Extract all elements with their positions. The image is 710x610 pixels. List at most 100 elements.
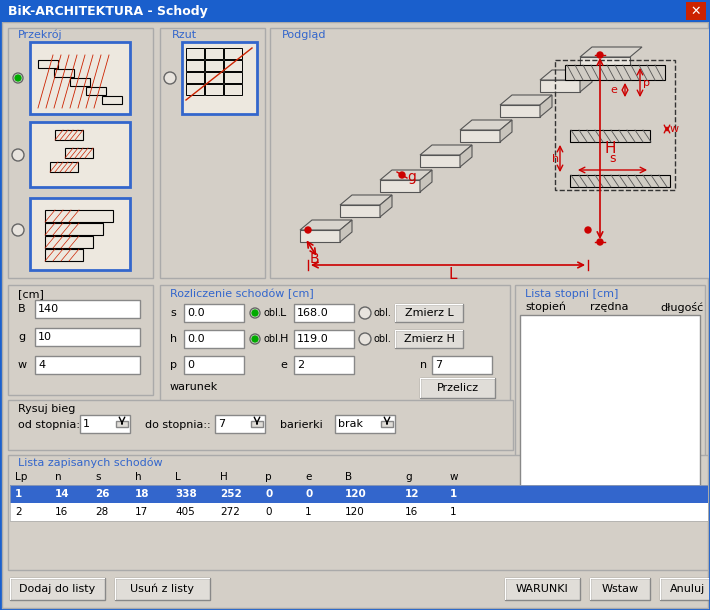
- Text: 1: 1: [450, 489, 457, 499]
- Text: 17: 17: [135, 507, 148, 517]
- Text: 10: 10: [38, 332, 52, 342]
- Text: w: w: [670, 124, 679, 134]
- Text: Rysuj bieg: Rysuj bieg: [18, 404, 75, 414]
- Circle shape: [12, 149, 24, 161]
- Text: Anuluj: Anuluj: [670, 584, 705, 594]
- Bar: [115, 578, 210, 579]
- Text: 7: 7: [218, 419, 225, 429]
- Bar: [395, 304, 463, 305]
- Bar: [205, 60, 223, 71]
- Bar: [420, 378, 495, 398]
- Polygon shape: [380, 170, 432, 180]
- Bar: [395, 304, 463, 322]
- Text: Przelicz: Przelicz: [437, 383, 479, 393]
- Bar: [215, 415, 265, 433]
- Text: 140: 140: [38, 304, 59, 314]
- Text: 1: 1: [450, 507, 457, 517]
- Bar: [45, 249, 83, 261]
- Circle shape: [359, 307, 371, 319]
- Bar: [590, 578, 591, 600]
- Text: 28: 28: [95, 507, 108, 517]
- Bar: [381, 421, 393, 427]
- Text: obl.: obl.: [263, 334, 281, 344]
- Text: brak: brak: [338, 419, 363, 429]
- Bar: [186, 48, 204, 59]
- Bar: [8, 28, 153, 278]
- Text: 0.0: 0.0: [187, 308, 204, 318]
- Polygon shape: [420, 170, 432, 192]
- Bar: [570, 175, 670, 187]
- Polygon shape: [380, 195, 392, 217]
- Text: 338: 338: [175, 489, 197, 499]
- Bar: [224, 72, 242, 83]
- Circle shape: [15, 75, 21, 81]
- Bar: [505, 578, 506, 600]
- Text: Wstaw: Wstaw: [601, 584, 638, 594]
- Bar: [590, 578, 650, 600]
- Bar: [395, 330, 396, 348]
- Circle shape: [250, 334, 260, 344]
- Bar: [8, 400, 513, 450]
- Text: 0: 0: [187, 360, 194, 370]
- Bar: [432, 356, 492, 374]
- Bar: [10, 485, 708, 503]
- Text: s: s: [170, 308, 176, 318]
- Bar: [10, 578, 105, 579]
- Text: 405: 405: [175, 507, 195, 517]
- Bar: [10, 503, 708, 521]
- Bar: [420, 155, 460, 167]
- Text: stopień: stopień: [525, 302, 566, 312]
- Text: g: g: [18, 332, 25, 342]
- Circle shape: [597, 239, 603, 245]
- Text: 16: 16: [55, 507, 68, 517]
- Bar: [224, 60, 242, 71]
- Polygon shape: [540, 95, 552, 117]
- Text: 0: 0: [265, 489, 272, 499]
- Text: 26: 26: [95, 489, 109, 499]
- Bar: [515, 285, 705, 500]
- Text: [cm]: [cm]: [18, 289, 44, 299]
- Bar: [45, 236, 93, 248]
- Text: w: w: [18, 360, 27, 370]
- Text: g: g: [405, 472, 412, 482]
- Bar: [395, 330, 463, 348]
- Text: 120: 120: [345, 489, 367, 499]
- Text: H: H: [280, 334, 288, 344]
- Bar: [55, 130, 83, 140]
- Bar: [116, 421, 128, 427]
- Text: h: h: [552, 154, 559, 163]
- Circle shape: [359, 333, 371, 345]
- Bar: [340, 205, 380, 217]
- Bar: [38, 60, 58, 68]
- Bar: [35, 356, 140, 374]
- Bar: [186, 84, 204, 95]
- Bar: [10, 578, 105, 600]
- Bar: [520, 315, 700, 490]
- Bar: [205, 84, 223, 95]
- Text: Zmierz L: Zmierz L: [405, 308, 454, 318]
- Text: obl.: obl.: [373, 308, 391, 318]
- Bar: [10, 578, 11, 600]
- Bar: [270, 28, 710, 278]
- Bar: [35, 328, 140, 346]
- Text: 18: 18: [135, 489, 150, 499]
- Polygon shape: [420, 145, 472, 155]
- Bar: [8, 285, 153, 395]
- Bar: [115, 578, 210, 600]
- Bar: [0, 0, 710, 22]
- Circle shape: [164, 72, 176, 84]
- Circle shape: [305, 227, 311, 233]
- Bar: [80, 415, 130, 433]
- Bar: [30, 42, 130, 114]
- Bar: [540, 80, 580, 92]
- Polygon shape: [460, 145, 472, 167]
- Text: n: n: [420, 360, 427, 370]
- Text: L: L: [449, 267, 457, 282]
- Text: e: e: [610, 85, 617, 95]
- Bar: [160, 28, 265, 278]
- Bar: [580, 57, 630, 69]
- Text: od stopnia:: od stopnia:: [18, 420, 80, 430]
- Polygon shape: [340, 195, 392, 205]
- Text: rzędna: rzędna: [590, 302, 628, 312]
- Bar: [30, 198, 130, 270]
